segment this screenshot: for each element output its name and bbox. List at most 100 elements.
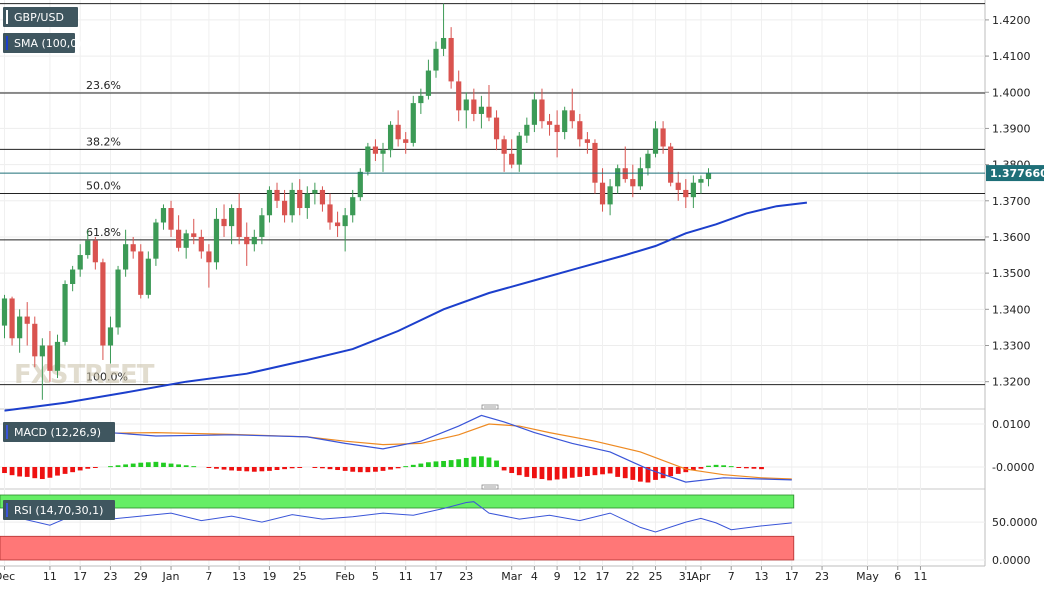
macd-line [4, 414, 792, 483]
rsi-label-box[interactable] [3, 500, 115, 520]
macd-histogram-bar [9, 467, 15, 476]
sma-label-box[interactable] [3, 33, 75, 53]
candle-body [17, 316, 23, 339]
candle-body [62, 283, 68, 342]
macd-histogram-bar [236, 467, 242, 471]
macd-histogram-bar [32, 467, 38, 479]
candle-body [304, 193, 310, 209]
macd-histogram-bar [516, 467, 522, 476]
macd-label-box[interactable] [3, 422, 115, 442]
candle-body [334, 222, 341, 227]
sma-label-swatch [6, 36, 8, 50]
macd-histogram-bar [342, 467, 348, 471]
time-tick-label: Apr [691, 570, 711, 583]
candle-body [584, 139, 590, 143]
time-tick-label: 11 [913, 570, 927, 583]
candle-body [229, 208, 235, 227]
macd-histogram-bar [471, 456, 477, 467]
macd-histogram-bar [55, 467, 60, 476]
macd-histogram-bar [244, 467, 250, 472]
symbol-label-box[interactable] [3, 7, 78, 27]
candle-body [39, 345, 45, 357]
price-tick-label: 1.3700 [992, 195, 1031, 208]
candle-body [47, 345, 53, 371]
candle-body [403, 139, 409, 143]
candle-body [244, 236, 250, 245]
macd-histogram-bar [130, 463, 136, 467]
panel-resize-handle[interactable] [481, 404, 499, 410]
rsi-label-swatch [6, 503, 8, 517]
macd-histogram-bar [388, 467, 393, 470]
macd-histogram-bar [554, 467, 560, 480]
macd-histogram-bar [274, 467, 280, 471]
macd-histogram-bar [251, 467, 257, 472]
panel-resize-handle[interactable] [481, 484, 499, 490]
macd-histogram-bar [350, 467, 356, 472]
candle-body [54, 341, 61, 371]
macd-histogram-bar [600, 467, 605, 475]
macd-histogram-bar [168, 463, 174, 467]
macd-histogram-bar [721, 465, 727, 467]
symbol-label-swatch [6, 10, 8, 24]
macd-histogram-bar [85, 467, 91, 469]
time-tick-label: Feb [335, 570, 354, 583]
macd-histogram-bar [463, 457, 469, 467]
macd-histogram-bar [115, 465, 121, 467]
macd-histogram-bar [365, 467, 371, 473]
macd-histogram-bar [312, 467, 318, 468]
time-tick-label: 6 [894, 570, 901, 583]
candle-body [509, 153, 515, 165]
macd-histogram-bar [509, 467, 515, 474]
candle-body [410, 103, 416, 143]
candle-body [145, 258, 151, 295]
time-tick-label: 5 [372, 570, 379, 583]
macd-histogram-bar [622, 467, 628, 479]
macd-histogram-bar [289, 467, 295, 469]
candle-body [213, 218, 220, 263]
time-tick-label: May [856, 570, 879, 583]
candle-body [32, 323, 38, 357]
macd-histogram-bar [547, 467, 552, 481]
price-tick-label: 1.3200 [992, 376, 1031, 389]
macd-histogram-bar [403, 466, 409, 468]
time-tick-label: 13 [232, 570, 246, 583]
macd-histogram-bar [47, 467, 53, 478]
macd-histogram-bar [524, 467, 530, 477]
macd-histogram-bar [486, 457, 492, 467]
candle-body [342, 215, 348, 227]
macd-histogram-bar [320, 467, 325, 469]
macd-histogram-bar [145, 462, 151, 467]
candle-body [531, 99, 537, 125]
price-tick-label: 1.4100 [992, 50, 1031, 63]
macd-histogram-bar [70, 467, 76, 473]
time-tick-label: 11 [43, 570, 57, 583]
candle-body [274, 189, 280, 201]
fib-level-label: 0.0% [86, 0, 114, 3]
candle-body [24, 316, 30, 324]
candle-body [236, 208, 242, 237]
time-tick-label: Dec [0, 570, 15, 583]
macd-histogram-bar [426, 462, 431, 467]
candle-body [380, 150, 386, 154]
macd-histogram-bar [282, 467, 287, 470]
candle-body [160, 208, 167, 223]
macd-histogram-bar [532, 467, 537, 479]
macd-histogram-bar [221, 467, 227, 470]
candle-body [289, 189, 295, 216]
candle-body [562, 110, 568, 133]
candle-body [698, 179, 704, 183]
candle-body [183, 233, 189, 248]
candle-body [705, 172, 712, 180]
price-panel [0, 0, 985, 407]
macd-histogram-bar [675, 467, 681, 474]
macd-histogram-bar [138, 462, 144, 467]
candle-body [168, 208, 174, 230]
macd-histogram-bar [743, 467, 749, 469]
macd-histogram-bar [501, 467, 507, 471]
candle-body [221, 218, 227, 227]
macd-histogram-bar [214, 467, 219, 469]
candle-body [637, 168, 643, 187]
macd-histogram-bar [728, 466, 734, 468]
macd-histogram-bar [592, 467, 598, 476]
price-tick-label: 1.4000 [992, 86, 1031, 99]
